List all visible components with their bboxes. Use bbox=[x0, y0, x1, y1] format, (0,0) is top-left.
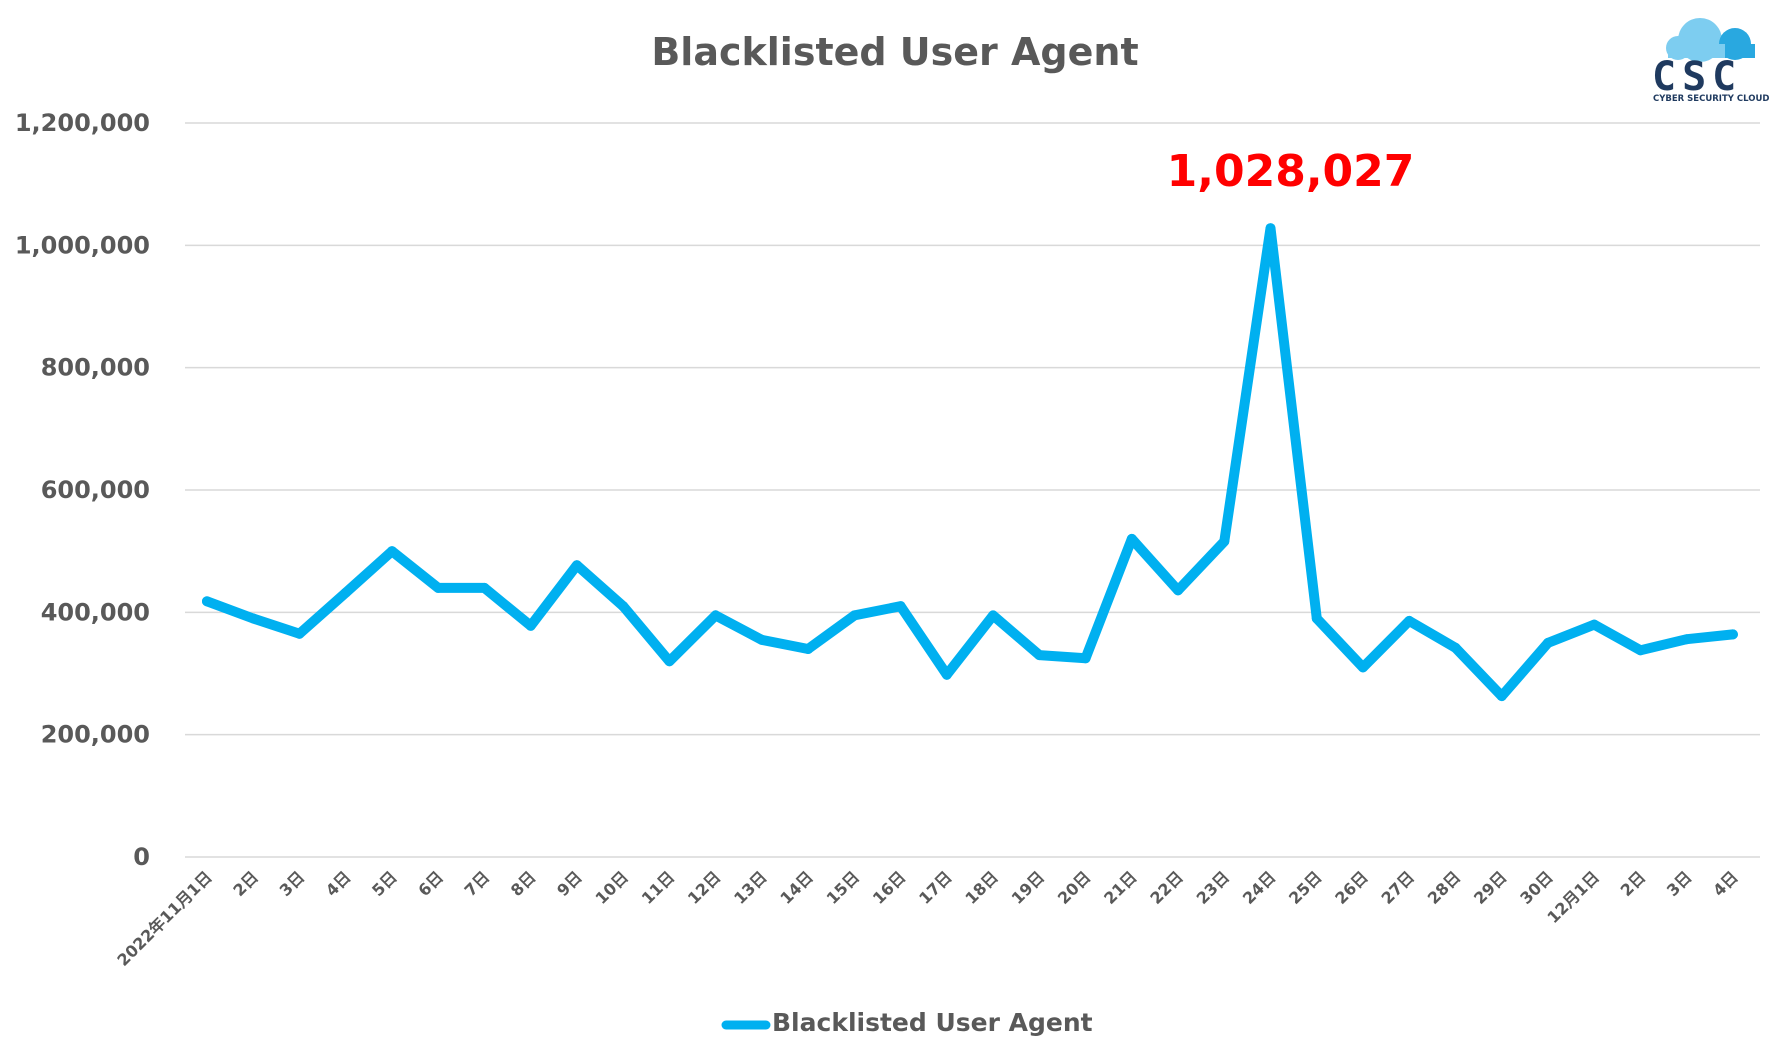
data-point bbox=[1727, 629, 1738, 640]
series-layer bbox=[202, 223, 1738, 702]
x-tick-label: 2日 bbox=[1617, 867, 1650, 900]
data-point bbox=[1681, 634, 1692, 645]
peak-annotation: 1,028,027 bbox=[1167, 146, 1415, 197]
data-point bbox=[1080, 653, 1091, 664]
data-point bbox=[340, 587, 351, 598]
logo-text: CSC bbox=[1652, 54, 1742, 100]
data-point bbox=[294, 628, 305, 639]
x-tick-label: 8日 bbox=[507, 867, 540, 900]
data-point bbox=[1496, 691, 1507, 702]
logo-subtitle: CYBER SECURITY CLOUD bbox=[1653, 94, 1769, 104]
data-point bbox=[1358, 662, 1368, 673]
x-tick-label: 11日 bbox=[638, 867, 679, 908]
x-axis-ticks: 2022年11月1日 2日 3日 4日 5日 6日 7日 8日 9日 10日 11日 12日 13日 14… bbox=[113, 867, 1741, 969]
x-tick-label: 22日 bbox=[1146, 867, 1187, 908]
data-point bbox=[479, 582, 490, 593]
x-tick-label: 28日 bbox=[1424, 867, 1465, 908]
x-tick-label: 2022年11月1日 bbox=[113, 867, 215, 969]
x-tick-label: 12日 bbox=[684, 867, 725, 908]
data-point bbox=[1311, 613, 1322, 624]
y-tick-label: 1,000,000 bbox=[15, 231, 150, 259]
data-point bbox=[849, 610, 860, 621]
x-tick-label: 7日 bbox=[461, 867, 494, 900]
data-point bbox=[386, 546, 397, 557]
y-tick-label: 800,000 bbox=[41, 354, 150, 382]
legend: Blacklisted User Agent bbox=[721, 1008, 1093, 1037]
data-point bbox=[433, 582, 444, 593]
data-point bbox=[618, 601, 629, 612]
y-tick-label: 600,000 bbox=[41, 476, 150, 504]
data-point bbox=[1450, 642, 1461, 653]
x-tick-label: 5日 bbox=[368, 867, 401, 900]
x-tick-label: 13日 bbox=[730, 867, 771, 908]
x-tick-label: 27日 bbox=[1378, 867, 1419, 908]
data-point bbox=[1542, 637, 1553, 648]
chart-title: Blacklisted User Agent bbox=[651, 30, 1138, 74]
x-tick-label: 16日 bbox=[869, 867, 910, 908]
data-point bbox=[1173, 585, 1184, 596]
data-point bbox=[571, 560, 582, 571]
data-point bbox=[1635, 645, 1646, 656]
x-tick-label: 3日 bbox=[1663, 867, 1696, 900]
cloud-icon bbox=[1666, 18, 1755, 62]
data-point bbox=[1404, 615, 1415, 626]
data-point bbox=[1265, 223, 1276, 234]
x-tick-label: 4日 bbox=[322, 867, 355, 900]
data-point bbox=[1126, 533, 1137, 544]
x-tick-label: 2日 bbox=[229, 867, 262, 900]
data-point bbox=[1034, 650, 1045, 661]
x-tick-label: 6日 bbox=[414, 867, 447, 900]
y-tick-label: 400,000 bbox=[41, 598, 150, 626]
x-tick-label: 29日 bbox=[1470, 867, 1511, 908]
x-tick-label: 26日 bbox=[1331, 867, 1372, 908]
x-tick-label: 19日 bbox=[1008, 867, 1049, 908]
x-tick-label: 21日 bbox=[1100, 867, 1141, 908]
legend-label: Blacklisted User Agent bbox=[772, 1008, 1093, 1037]
y-axis-ticks: 0 200,000 400,000 600,000 800,000 1,000,000 1,… bbox=[15, 109, 150, 871]
x-tick-label: 18日 bbox=[961, 867, 1002, 908]
data-point bbox=[202, 596, 212, 607]
data-point bbox=[710, 610, 721, 621]
data-point bbox=[664, 656, 675, 667]
x-tick-label: 15日 bbox=[823, 867, 864, 908]
y-tick-label: 200,000 bbox=[41, 721, 150, 749]
data-point bbox=[1219, 536, 1230, 547]
data-point bbox=[525, 620, 536, 631]
data-point bbox=[803, 644, 814, 655]
x-tick-label: 9日 bbox=[553, 867, 586, 900]
data-point bbox=[248, 613, 259, 624]
x-tick-label: 4日 bbox=[1709, 867, 1742, 900]
x-tick-label: 24日 bbox=[1239, 867, 1280, 908]
grid bbox=[185, 122, 1760, 858]
x-tick-label: 17日 bbox=[915, 867, 956, 908]
data-point bbox=[941, 669, 952, 680]
x-tick-label: 25日 bbox=[1285, 867, 1326, 908]
x-tick-label: 30日 bbox=[1516, 867, 1557, 908]
data-point bbox=[1589, 619, 1600, 630]
x-tick-label: 20日 bbox=[1054, 867, 1095, 908]
data-point bbox=[895, 601, 906, 612]
x-tick-label: 10日 bbox=[591, 867, 632, 908]
x-tick-label: 14日 bbox=[776, 867, 817, 908]
series-line bbox=[202, 223, 1738, 702]
x-tick-label: 23日 bbox=[1193, 867, 1234, 908]
data-point bbox=[988, 610, 999, 621]
x-tick-label: 3日 bbox=[276, 867, 309, 900]
y-tick-label: 0 bbox=[133, 843, 150, 871]
csc-logo: CSC CYBER SECURITY CLOUD bbox=[1652, 18, 1769, 104]
annotations: 1,028,027 bbox=[1167, 146, 1415, 197]
data-point bbox=[756, 634, 767, 645]
y-tick-label: 1,200,000 bbox=[15, 109, 150, 137]
